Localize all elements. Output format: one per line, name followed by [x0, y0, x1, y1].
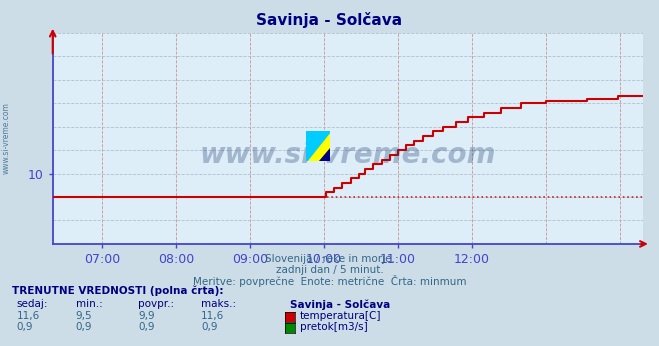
Text: Savinja - Solčava: Savinja - Solčava [290, 299, 390, 310]
Text: 0,9: 0,9 [138, 322, 155, 333]
Polygon shape [306, 131, 330, 161]
Polygon shape [306, 131, 330, 161]
Text: TRENUTNE VREDNOSTI (polna črta):: TRENUTNE VREDNOSTI (polna črta): [12, 285, 223, 296]
Text: 0,9: 0,9 [16, 322, 33, 333]
Text: 0,9: 0,9 [76, 322, 92, 333]
Text: povpr.:: povpr.: [138, 299, 175, 309]
Text: 9,5: 9,5 [76, 311, 92, 321]
Text: temperatura[C]: temperatura[C] [300, 311, 382, 321]
Text: zadnji dan / 5 minut.: zadnji dan / 5 minut. [275, 265, 384, 275]
Text: Savinja - Solčava: Savinja - Solčava [256, 12, 403, 28]
Polygon shape [319, 148, 330, 161]
Text: www.si-vreme.com: www.si-vreme.com [2, 102, 11, 174]
Text: www.si-vreme.com: www.si-vreme.com [200, 141, 496, 169]
Text: min.:: min.: [76, 299, 103, 309]
Text: 11,6: 11,6 [201, 311, 224, 321]
Text: pretok[m3/s]: pretok[m3/s] [300, 322, 368, 333]
Text: 9,9: 9,9 [138, 311, 155, 321]
Text: Meritve: povprečne  Enote: metrične  Črta: minmum: Meritve: povprečne Enote: metrične Črta:… [192, 275, 467, 287]
Text: Slovenija / reke in morje.: Slovenija / reke in morje. [264, 254, 395, 264]
Text: 0,9: 0,9 [201, 322, 217, 333]
Text: maks.:: maks.: [201, 299, 236, 309]
Text: 11,6: 11,6 [16, 311, 40, 321]
Text: sedaj:: sedaj: [16, 299, 48, 309]
